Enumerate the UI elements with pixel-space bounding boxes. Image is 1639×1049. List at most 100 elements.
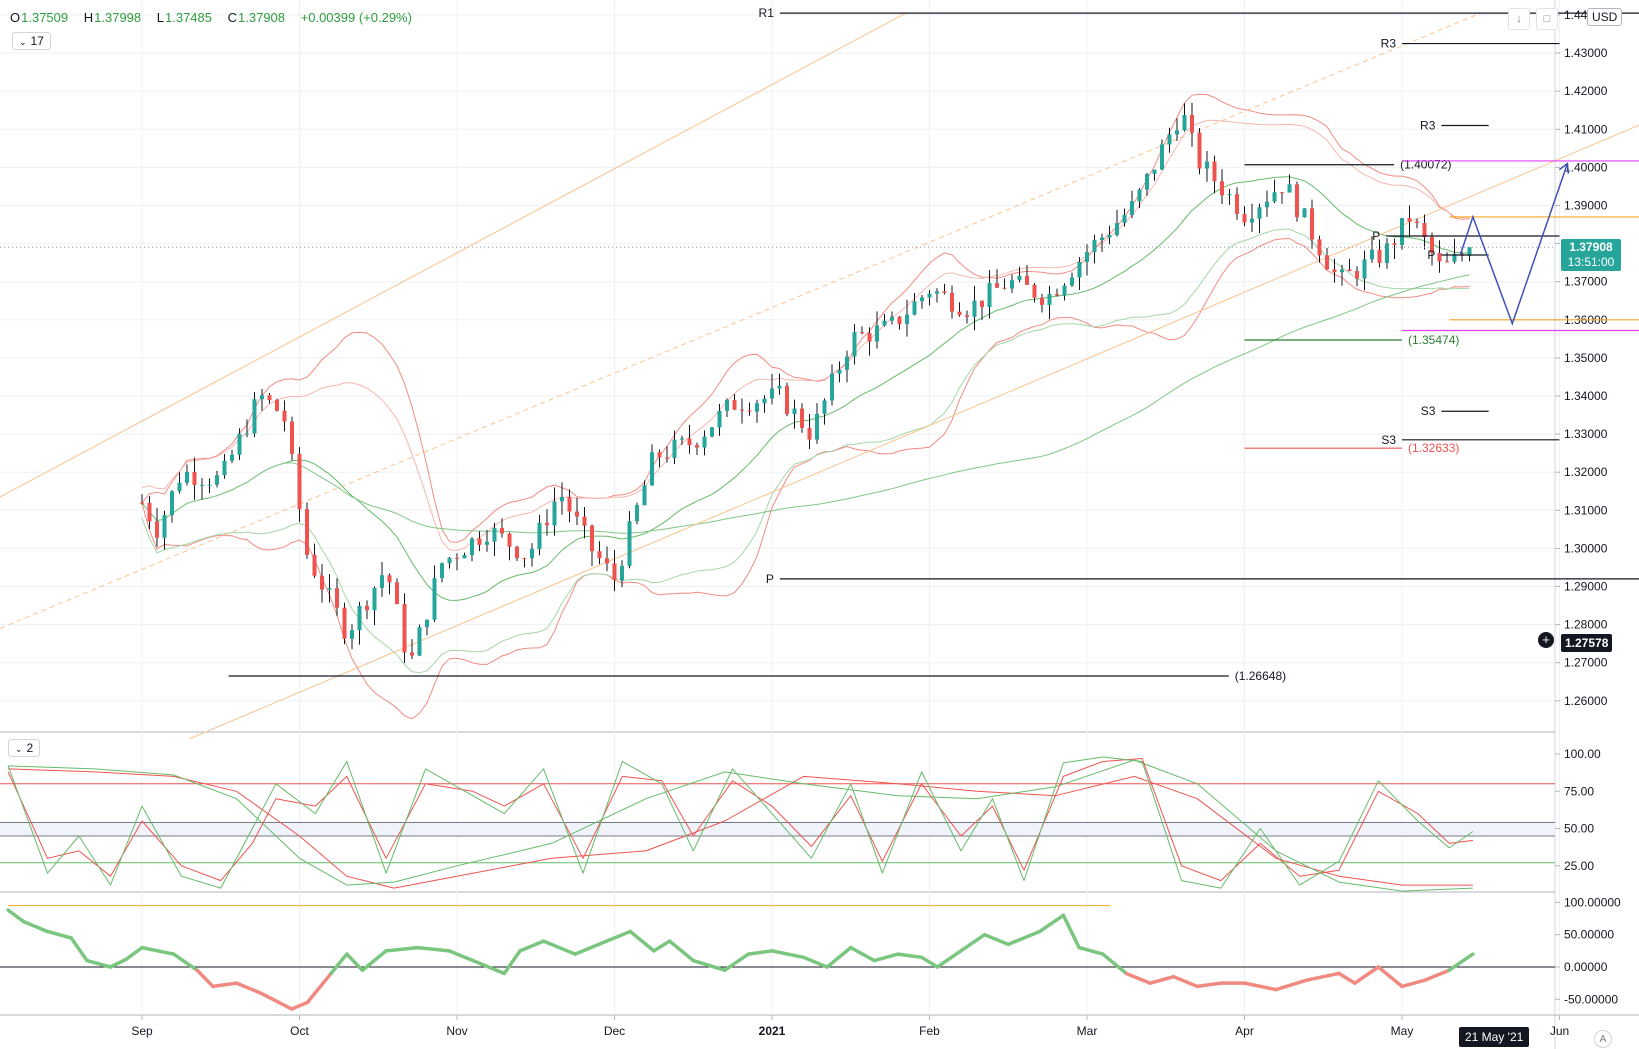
candle-body [290,421,294,454]
y-tick-label: 50.00000 [1564,928,1614,942]
y-tick-label: 1.44 [1564,8,1588,22]
level-label: (1.35474) [1408,333,1459,347]
candle-body [140,502,144,504]
momentum-segment [1400,978,1428,989]
candle-body [177,482,182,492]
projection-arrow-head [1558,162,1570,174]
momentum-segment [69,936,89,963]
x-tick-label: Nov [446,1024,467,1038]
candle-body [1002,287,1007,289]
y-tick-label: 1.35000 [1564,351,1608,365]
bar-countdown: 13:51:00 [1567,255,1615,269]
momentum-segment [723,952,751,972]
candle-body [1242,213,1247,223]
momentum-segment [360,949,388,972]
momentum-segment [447,949,475,963]
momentum-segment [1006,929,1042,947]
level-label: S3 [1381,433,1396,447]
indicator-count: 2 [26,741,34,755]
envelope-lower-line [141,228,1470,674]
arrow-down-icon[interactable]: ↓ [1508,8,1530,30]
momentum-segment [45,929,73,940]
candle-body [590,525,594,552]
level-label: P [1372,229,1380,243]
indicator-badge-osc[interactable]: ⌄ 2 [8,739,41,757]
candle-body [440,563,444,579]
plus-icon[interactable]: + [1538,632,1554,648]
candle-body [147,502,152,522]
candle-body [1295,184,1299,218]
candle-body [1430,237,1434,253]
candle-body [1107,235,1112,238]
candle-body [935,291,939,294]
y-tick-label: 1.43000 [1564,46,1608,60]
candle-body [852,332,857,357]
x-tick-label: Apr [1235,1024,1254,1038]
momentum-segment [825,945,853,969]
candle-body [192,471,197,486]
candle-body [425,619,429,628]
momentum-segment [982,932,1010,947]
low-label: L [156,10,164,25]
y-tick-label: 1.42000 [1564,84,1608,98]
y-tick-label: 1.27000 [1564,656,1608,670]
candle-body [222,460,227,476]
candle-body [807,427,812,440]
osc-band [0,822,1555,836]
auto-scale-button[interactable]: A [1594,1030,1612,1048]
momentum-segment [691,958,727,972]
last-price-tag: 1.37908 13:51:00 [1561,239,1621,271]
momentum-segment [1423,968,1451,982]
channel-upper-line [0,12,907,498]
ohlc-legend: O1.37509 H1.37998 L1.37485 C1.37908 +0.0… [10,10,418,25]
candle-body [260,395,264,400]
y-tick-label: 25.00 [1564,859,1594,873]
candle-body [860,332,864,334]
momentum-segment [471,958,506,976]
candle-body [777,385,782,389]
momentum-segment [1447,952,1475,972]
candle-body [1062,285,1067,296]
candle-body [1452,254,1457,262]
candle-body [1355,271,1359,279]
candle-body [942,291,947,293]
candle-body [1302,208,1307,218]
candle-body [1077,261,1082,278]
pane-controls: ↓ □ [1508,8,1558,30]
candle-body [1145,173,1149,190]
level-label: R3 [1381,37,1397,51]
candle-body [237,433,242,455]
candle-body [1115,223,1119,236]
candle-body [575,511,579,517]
candle-body [867,333,872,342]
candle-body [905,314,909,325]
candle-body [875,325,879,342]
candle-body [297,453,302,510]
candle-body [1437,252,1442,262]
candle-body [215,475,219,485]
candle-body [477,538,482,545]
momentum-segment [896,952,924,960]
y-tick-label: 100.00000 [1564,895,1621,909]
y-tick-label: 1.39000 [1564,199,1608,213]
currency-button[interactable]: USD [1587,8,1623,26]
x-tick-label: Jun [1550,1024,1569,1038]
candle-body [755,403,759,412]
crosshair-date-tag: 21 May '21 [1459,1027,1530,1047]
momentum-segment [171,952,199,972]
candle-body [1055,294,1059,296]
candle-body [1032,284,1037,298]
momentum-segment [1171,974,1199,989]
momentum-segment [1274,978,1310,992]
x-tick-label: Mar [1077,1024,1098,1038]
momentum-segment [1101,952,1129,976]
candle-body [612,563,617,581]
candle-body [410,652,414,656]
indicator-badge-main[interactable]: ⌄ 17 [12,32,51,50]
candle-body [927,293,932,298]
candle-body [1137,189,1142,202]
candle-body [432,578,437,620]
maximize-icon[interactable]: □ [1536,8,1558,30]
candle-body [1025,275,1029,285]
